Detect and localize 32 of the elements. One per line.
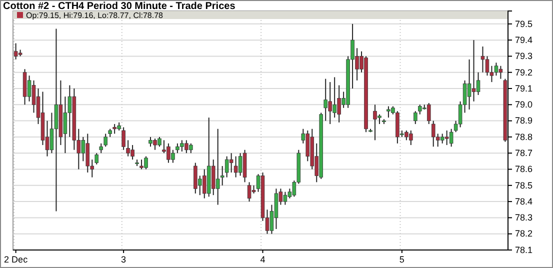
y-tick-label: 79.0: [515, 100, 533, 110]
y-tick-label: 78.4: [515, 196, 533, 206]
y-tick-label: 79.5: [515, 18, 533, 29]
y-tick-label: 79.4: [515, 34, 533, 45]
candlestick: [99, 142, 103, 154]
y-tick-label: 79.1: [515, 83, 533, 94]
x-tick-label: 2 Dec: [4, 254, 28, 264]
candlestick: [104, 133, 108, 148]
y-tick-label: 78.5: [515, 180, 533, 190]
y-tick-label: 78.3: [515, 212, 533, 223]
candlestick: [480, 46, 485, 73]
candlestick: [229, 152, 234, 173]
y-tick-label: 78.9: [515, 116, 533, 126]
candlestick: [216, 128, 220, 206]
candlestick: [94, 152, 99, 165]
y-tick-label: 78.6: [515, 164, 533, 174]
candlestick: [122, 126, 126, 150]
candlestick: [449, 128, 454, 148]
y-tick-label: 78.1: [515, 244, 533, 255]
chart-title: Cotton #2 - CTH4 Period 30 Minute - Trade Prices: [3, 1, 236, 12]
x-tick-label: 4: [260, 254, 266, 264]
y-tick-label: 78.2: [515, 228, 533, 239]
y-tick-label: 79.3: [515, 51, 533, 62]
candlestick: [414, 110, 418, 125]
candlestick: [426, 102, 431, 125]
annotation: Op:79.15, Hi:79.16, Lo:78.77, Cl:78.78: [26, 11, 164, 20]
y-tick-label: 78.8: [515, 132, 533, 142]
y-tick-label: 79.2: [515, 67, 533, 78]
x-tick-label: 3: [121, 254, 126, 264]
y-tick-label: 78.7: [515, 148, 533, 158]
candlestick: [220, 166, 224, 186]
x-tick-label: 5: [399, 254, 404, 264]
